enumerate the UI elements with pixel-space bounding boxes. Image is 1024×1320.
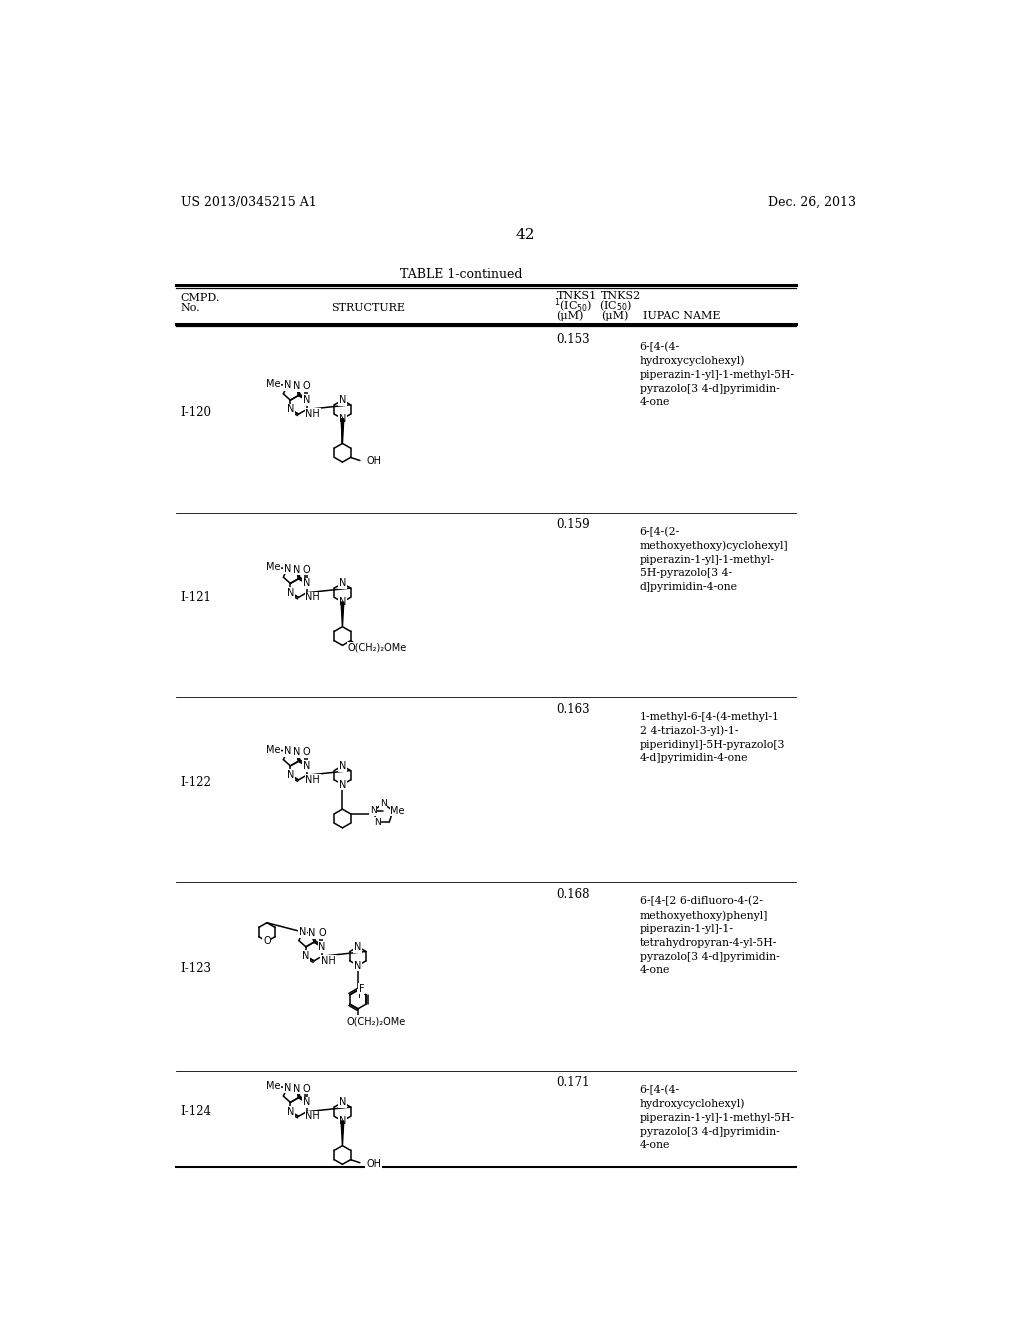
Text: N: N: [287, 1106, 294, 1117]
Text: O(CH₂)₂OMe: O(CH₂)₂OMe: [347, 643, 407, 652]
Text: N: N: [302, 952, 309, 961]
Text: N: N: [354, 942, 361, 952]
Text: NH: NH: [305, 409, 321, 420]
Text: I-122: I-122: [180, 776, 212, 788]
Text: 0.153: 0.153: [557, 333, 590, 346]
Text: NH: NH: [305, 1111, 321, 1122]
Text: N: N: [293, 747, 300, 758]
Text: N: N: [339, 395, 346, 405]
Polygon shape: [341, 1121, 344, 1146]
Text: (IC$_{50}$): (IC$_{50}$): [599, 298, 632, 313]
Text: N: N: [303, 578, 310, 589]
Text: (μM): (μM): [557, 310, 584, 321]
Text: 0.163: 0.163: [557, 702, 590, 715]
Text: N: N: [284, 1082, 291, 1093]
Text: N: N: [339, 1115, 346, 1126]
Text: N: N: [287, 587, 294, 598]
Text: 6-[4-(4-
hydroxycyclohexyl)
piperazin-1-yl]-1-methyl-5H-
pyrazolo[3 4-d]pyrimidi: 6-[4-(4- hydroxycyclohexyl) piperazin-1-…: [640, 342, 795, 407]
Text: CMPD.: CMPD.: [180, 293, 220, 302]
Text: OH: OH: [367, 1159, 381, 1168]
Text: 0.168: 0.168: [557, 887, 590, 900]
Text: O: O: [303, 1084, 310, 1093]
Text: 0.171: 0.171: [557, 1076, 590, 1089]
Text: TNKS2: TNKS2: [601, 292, 641, 301]
Text: $^1$(IC$_{50}$): $^1$(IC$_{50}$): [554, 296, 593, 314]
Text: N: N: [380, 799, 386, 808]
Text: N: N: [303, 395, 310, 405]
Text: N: N: [339, 413, 346, 424]
Text: 6-[4-[2 6-difluoro-4-(2-
methoxyethoxy)phenyl]
piperazin-1-yl]-1-
tetrahydropyra: 6-[4-[2 6-difluoro-4-(2- methoxyethoxy)p…: [640, 896, 779, 975]
Text: N: N: [339, 578, 346, 589]
Text: NH: NH: [305, 593, 321, 602]
Text: N: N: [299, 927, 306, 937]
Text: US 2013/0345215 A1: US 2013/0345215 A1: [180, 197, 316, 209]
Text: N: N: [308, 928, 315, 939]
Polygon shape: [341, 602, 344, 627]
Text: 0.159: 0.159: [557, 517, 590, 531]
Text: N: N: [287, 404, 294, 414]
Text: STRUCTURE: STRUCTURE: [331, 302, 406, 313]
Text: O(CH₂)₂OMe: O(CH₂)₂OMe: [347, 1016, 407, 1026]
Text: N: N: [374, 817, 380, 826]
Text: NH: NH: [305, 775, 321, 785]
Text: I-120: I-120: [180, 407, 212, 418]
Text: (μM): (μM): [601, 310, 628, 321]
Text: N: N: [339, 780, 346, 789]
Text: N: N: [339, 760, 346, 771]
Text: 42: 42: [515, 228, 535, 243]
Text: F: F: [357, 990, 364, 999]
Text: 6-[4-(4-
hydroxycyclohexyl)
piperazin-1-yl]-1-methyl-5H-
pyrazolo[3 4-d]pyrimidi: 6-[4-(4- hydroxycyclohexyl) piperazin-1-…: [640, 1085, 795, 1150]
Text: NH: NH: [321, 956, 336, 966]
Text: Me: Me: [266, 562, 281, 572]
Text: O: O: [263, 936, 270, 946]
Text: O: O: [303, 565, 310, 574]
Text: N: N: [284, 564, 291, 574]
Text: Me: Me: [266, 744, 281, 755]
Text: No.: No.: [180, 302, 201, 313]
Text: I-124: I-124: [180, 1105, 212, 1118]
Text: IUPAC NAME: IUPAC NAME: [643, 312, 721, 321]
Text: F: F: [358, 983, 365, 994]
Text: N: N: [287, 770, 294, 780]
Text: N: N: [303, 760, 310, 771]
Text: N: N: [354, 961, 361, 970]
Text: OH: OH: [367, 457, 381, 466]
Text: N: N: [339, 1097, 346, 1107]
Text: 1-methyl-6-[4-(4-methyl-1
2 4-triazol-3-yl)-1-
piperidinyl]-5H-pyrazolo[3
4-d]py: 1-methyl-6-[4-(4-methyl-1 2 4-triazol-3-…: [640, 711, 785, 763]
Text: TABLE 1-continued: TABLE 1-continued: [400, 268, 522, 281]
Text: Me: Me: [390, 805, 404, 816]
Text: N: N: [284, 746, 291, 756]
Text: N: N: [293, 1084, 300, 1093]
Text: Me: Me: [266, 1081, 281, 1092]
Text: N: N: [370, 807, 377, 816]
Polygon shape: [341, 418, 344, 444]
Text: N: N: [303, 1097, 310, 1107]
Text: 6-[4-(2-
methoxyethoxy)cyclohexyl]
piperazin-1-yl]-1-methyl-
5H-pyrazolo[3 4-
d]: 6-[4-(2- methoxyethoxy)cyclohexyl] piper…: [640, 527, 788, 591]
Text: O: O: [318, 928, 326, 939]
Text: I-123: I-123: [180, 962, 212, 975]
Text: N: N: [293, 565, 300, 574]
Text: I-121: I-121: [180, 591, 212, 603]
Text: O: O: [303, 747, 310, 758]
Text: N: N: [293, 381, 300, 391]
Text: N: N: [284, 380, 291, 391]
Text: Me: Me: [266, 379, 281, 389]
Text: O: O: [303, 381, 310, 391]
Text: N: N: [339, 597, 346, 607]
Text: N: N: [318, 942, 326, 952]
Text: Dec. 26, 2013: Dec. 26, 2013: [768, 197, 856, 209]
Text: TNKS1: TNKS1: [557, 292, 597, 301]
